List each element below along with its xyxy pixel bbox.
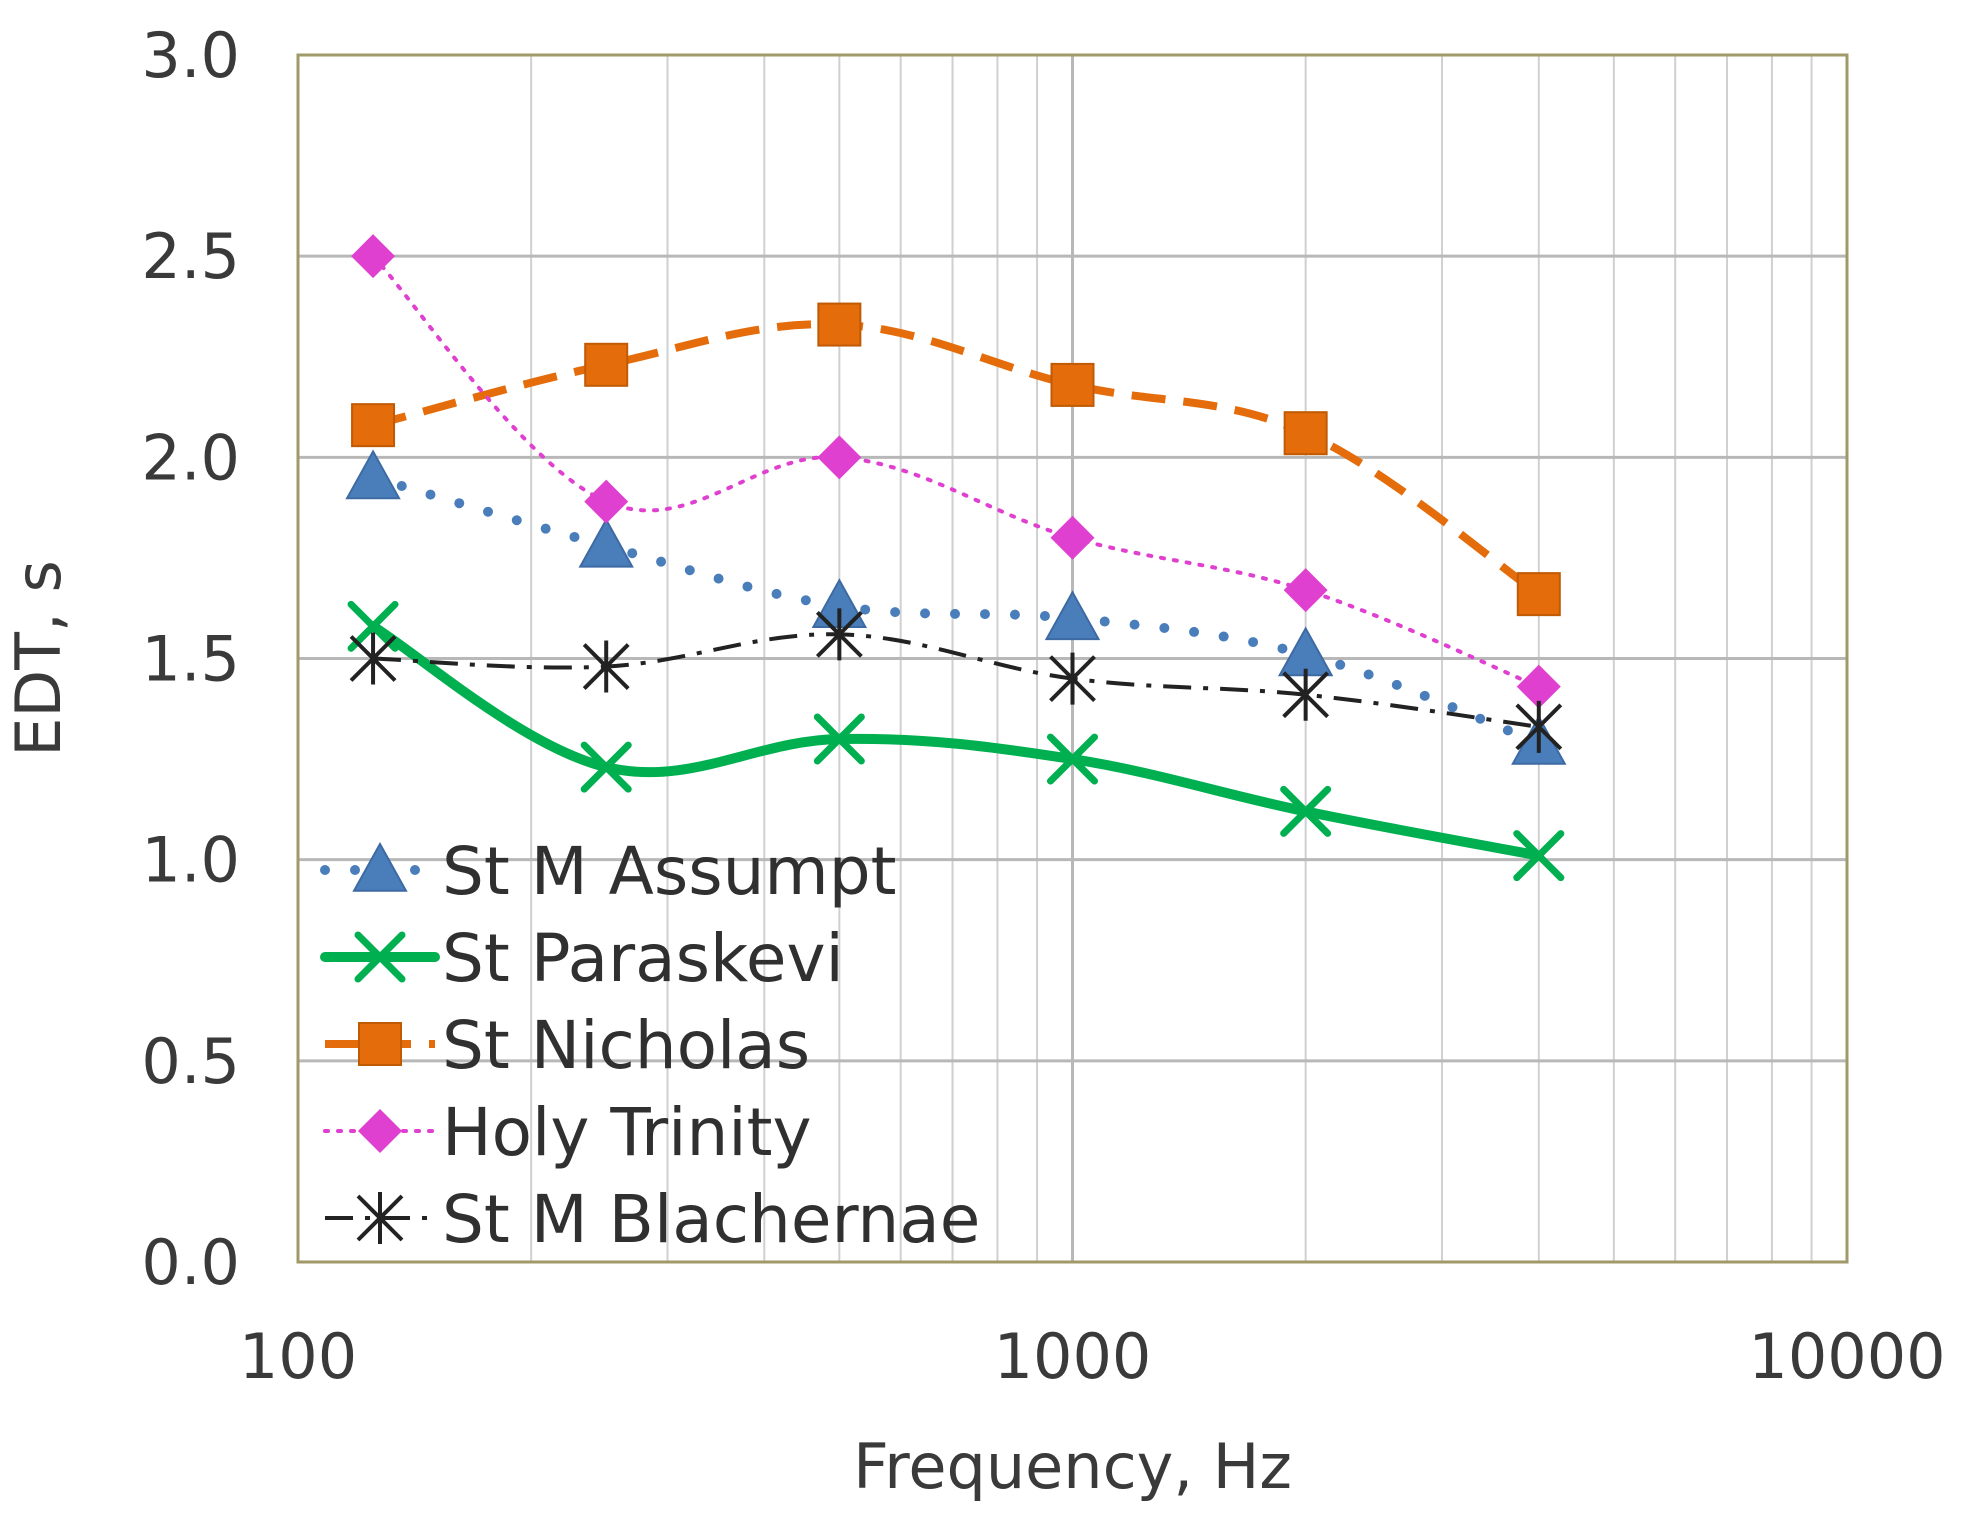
data-point xyxy=(1282,668,1330,721)
series-line xyxy=(368,472,1544,748)
legend-marker xyxy=(352,841,408,892)
legend-marker xyxy=(356,1192,404,1244)
legend-label: St Nicholas xyxy=(442,1007,810,1084)
data-point xyxy=(813,713,865,765)
legend-marker xyxy=(358,1109,402,1153)
series-layer xyxy=(345,234,1567,882)
series-line xyxy=(372,632,1540,729)
data-point xyxy=(1516,572,1561,617)
data-point xyxy=(1050,362,1095,407)
legend-item: St M Assumpt xyxy=(320,833,897,910)
legend-item: St Paraskevi xyxy=(320,920,844,997)
data-point xyxy=(345,449,401,500)
x-tick-label: 1000 xyxy=(994,1320,1152,1393)
data-point xyxy=(1513,830,1565,882)
data-point xyxy=(1050,515,1095,560)
data-point xyxy=(817,435,862,480)
y-tick-label: 1.5 xyxy=(141,623,240,696)
x-axis-title: Frequency, Hz xyxy=(853,1430,1292,1503)
data-point xyxy=(347,600,399,652)
y-tick-label: 1.0 xyxy=(141,824,240,897)
x-axis-tick-labels: 100 1000 10000 xyxy=(239,1320,1946,1393)
series-holy-trinity xyxy=(351,234,1561,709)
data-point xyxy=(1044,590,1101,641)
series-st-m-assumpt xyxy=(345,449,1567,765)
series-line xyxy=(368,621,1544,861)
data-point xyxy=(817,302,862,347)
y-tick-label: 2.0 xyxy=(141,421,240,494)
data-point xyxy=(1283,411,1328,456)
legend-item: St M Blachernae xyxy=(325,1181,980,1258)
y-tick-label: 2.5 xyxy=(141,220,240,293)
legend-marker xyxy=(358,1022,402,1066)
data-point xyxy=(580,741,632,793)
plot-area-frame xyxy=(296,53,1849,1264)
legend-item: Holy Trinity xyxy=(323,1094,812,1171)
y-axis-title: EDT, s xyxy=(2,560,75,757)
legend-item: St Nicholas xyxy=(325,1007,810,1084)
grid-lines xyxy=(298,55,1847,1262)
data-point xyxy=(584,479,629,524)
data-point xyxy=(1283,568,1328,613)
series-st-nicholas xyxy=(351,302,1561,617)
data-point xyxy=(584,342,629,387)
legend-label: Holy Trinity xyxy=(442,1094,812,1171)
data-point xyxy=(1516,664,1561,709)
series-st-paraskevi xyxy=(347,600,1565,882)
y-tick-label: 0.0 xyxy=(141,1226,240,1299)
series-line xyxy=(371,254,1541,689)
legend: St M Assumpt St Paraskevi St Nicholas Holy … xyxy=(320,833,980,1258)
legend-label: St M Assumpt xyxy=(442,833,897,910)
legend-marker xyxy=(354,931,406,983)
data-point xyxy=(349,632,397,685)
legend-label: St M Blachernae xyxy=(442,1181,980,1258)
data-point xyxy=(1047,733,1098,785)
x-tick-label: 100 xyxy=(239,1320,357,1393)
series-line xyxy=(372,320,1542,598)
data-point xyxy=(815,608,863,661)
data-point xyxy=(578,517,634,568)
data-point xyxy=(1280,785,1332,837)
y-tick-label: 0.5 xyxy=(141,1025,240,1098)
data-point xyxy=(1049,652,1096,705)
data-point xyxy=(582,640,630,693)
y-tick-label: 3.0 xyxy=(141,19,240,92)
data-point xyxy=(351,403,396,448)
series-st-m-blachernae xyxy=(349,608,1563,753)
legend-label: St Paraskevi xyxy=(442,920,844,997)
data-point xyxy=(1515,700,1563,753)
data-point xyxy=(351,234,396,279)
x-tick-label: 10000 xyxy=(1748,1320,1945,1393)
y-axis-tick-labels: 0.0 0.5 1.0 1.5 2.0 2.5 3.0 xyxy=(141,19,240,1299)
